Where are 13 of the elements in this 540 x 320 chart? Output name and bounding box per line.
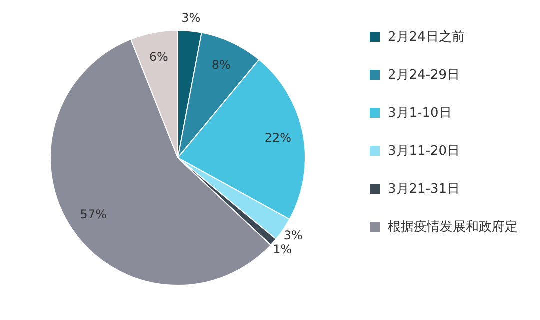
legend-label: 2月24日之前 <box>388 29 465 46</box>
legend-label: 根据疫情发展和政府定 <box>388 219 518 236</box>
legend-label: 3月1-10日 <box>388 105 452 122</box>
legend-label: 3月21-31日 <box>388 181 460 198</box>
data-label: 3% <box>284 228 303 243</box>
data-label: 57% <box>80 207 107 222</box>
data-label: 8% <box>212 58 231 72</box>
legend-label: 2月24-29日 <box>388 67 460 84</box>
data-label: 1% <box>273 242 292 256</box>
legend-label: 3月11-20日 <box>388 143 460 160</box>
data-label: 6% <box>149 50 168 64</box>
data-label: 3% <box>182 11 201 26</box>
data-label: 22% <box>264 131 292 146</box>
